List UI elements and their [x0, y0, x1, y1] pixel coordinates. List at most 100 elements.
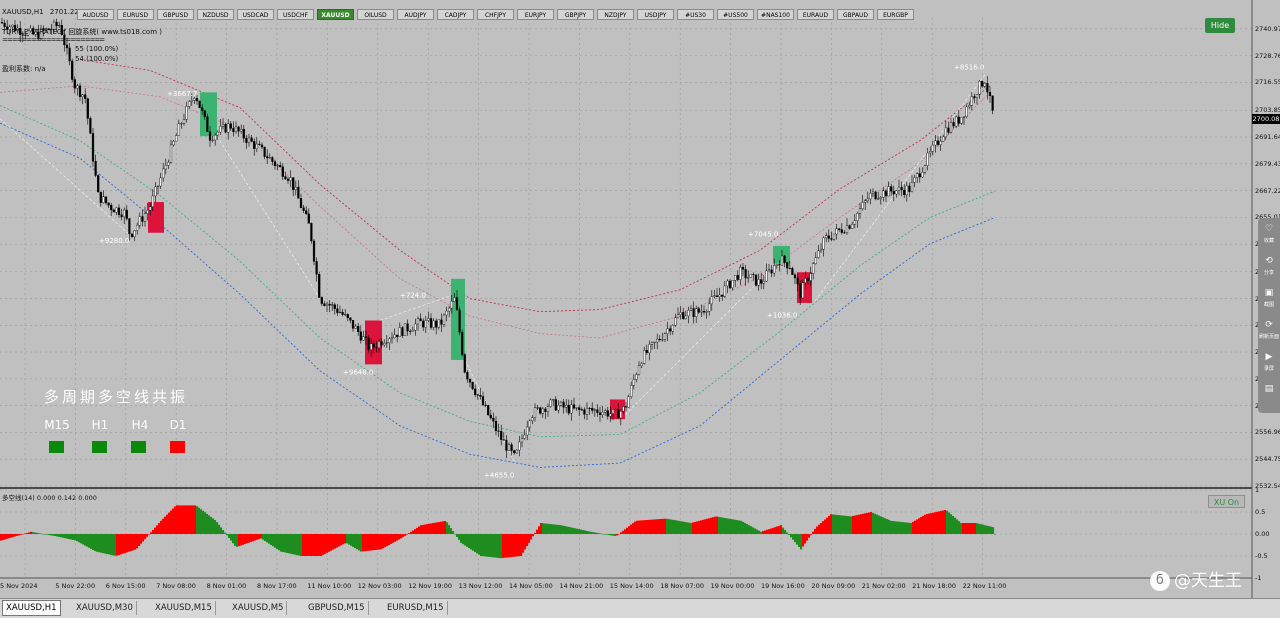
- symbol-tab-gbpusd[interactable]: GBPUSD: [157, 9, 194, 20]
- osc-bar-down: [44, 534, 47, 535]
- candle-body: [788, 267, 791, 269]
- chart-tab-xauusd-h1[interactable]: XAUUSD,H1: [2, 600, 61, 616]
- clipboard-icon[interactable]: ▤: [1264, 384, 1274, 394]
- symbol-tab-eurgbp[interactable]: EURGBP: [877, 9, 914, 20]
- candle-body: [827, 235, 830, 239]
- refresh-icon[interactable]: ⟳: [1265, 320, 1273, 330]
- osc-bar-down: [222, 530, 225, 534]
- osc-bar-down: [614, 534, 617, 537]
- osc-bar-up: [312, 534, 315, 556]
- osc-bar-up: [640, 520, 643, 534]
- osc-bar-down: [666, 518, 669, 534]
- symbol-tab-nzdjpy[interactable]: NZDJPY: [597, 9, 634, 20]
- osc-bar-up: [332, 534, 335, 550]
- candle-body: [882, 190, 885, 198]
- symbol-tab-cadjpy[interactable]: CADJPY: [437, 9, 474, 20]
- symbol-tab-gbpjpy[interactable]: GBPJPY: [557, 9, 594, 20]
- candle-body: [510, 444, 513, 451]
- candle-body: [65, 44, 69, 49]
- osc-bar-up: [936, 511, 939, 534]
- candle-body: [557, 404, 560, 411]
- time-tick: 8 Nov 17:00: [257, 582, 297, 590]
- osc-bar-up: [364, 534, 367, 552]
- symbol-tab-eurjpy[interactable]: EURJPY: [517, 9, 554, 20]
- osc-bar-up: [632, 523, 635, 534]
- share-icon[interactable]: ⟲: [1265, 256, 1273, 266]
- chart-tab-gbpusd-m15[interactable]: GBPUSD,M15: [305, 601, 369, 615]
- osc-bar-up: [166, 514, 169, 534]
- osc-bar-up: [774, 527, 777, 534]
- chart-tab-eurusd-m15[interactable]: EURUSD,M15: [384, 601, 448, 615]
- symbol-tab-usdcad[interactable]: USDCAD: [237, 9, 274, 20]
- osc-bar-up: [514, 534, 517, 557]
- candle-body: [429, 318, 433, 328]
- time-tick: 8 Nov 01:00: [206, 582, 247, 590]
- symbol-tab-audusd[interactable]: AUDUSD: [77, 9, 114, 20]
- symbol-tab-oilusd[interactable]: OILUSD: [357, 9, 394, 20]
- xu-on-button[interactable]: XU On: [1208, 495, 1245, 508]
- candle-body: [128, 218, 131, 235]
- symbol-tab-eurusd[interactable]: EURUSD: [117, 9, 154, 20]
- symbol-tab-xauusd[interactable]: XAUUSD: [317, 9, 354, 20]
- candle-body: [237, 126, 240, 132]
- candle-body: [887, 186, 890, 197]
- osc-bar-down: [72, 534, 75, 540]
- osc-bar-up: [408, 533, 411, 534]
- osc-bar-up: [940, 510, 943, 534]
- heart-icon[interactable]: ♡: [1264, 224, 1274, 234]
- candle-body: [71, 60, 74, 80]
- osc-bar-down: [480, 534, 483, 556]
- osc-bar-up: [650, 519, 653, 534]
- osc-bar-up: [126, 534, 129, 553]
- osc-bar-down: [98, 534, 101, 553]
- osc-bar-down: [738, 520, 741, 534]
- osc-bar-down: [946, 510, 949, 534]
- osc-bar-down: [462, 534, 465, 545]
- symbol-tab-us500[interactable]: #US500: [717, 9, 754, 20]
- symbol-tab-gbpaud[interactable]: GBPAUD: [837, 9, 874, 20]
- symbol-tab-chfjpy[interactable]: CHFJPY: [477, 9, 514, 20]
- candle-body: [923, 165, 927, 173]
- osc-bar-down: [560, 525, 563, 534]
- symbol-tab-nzdusd[interactable]: NZDUSD: [197, 9, 234, 20]
- osc-bar-up: [430, 523, 433, 534]
- camera-icon[interactable]: ▣: [1264, 288, 1274, 298]
- tf-label-h1: H1: [91, 418, 109, 432]
- osc-bar-up: [308, 534, 311, 556]
- osc-bar-down: [64, 534, 67, 539]
- symbol-tab-usdjpy[interactable]: USDJPY: [637, 9, 674, 20]
- candle-body: [926, 152, 929, 166]
- osc-bar-down: [270, 534, 273, 545]
- osc-bar-up: [694, 521, 697, 534]
- candle-body: [385, 342, 388, 344]
- osc-bar-up: [538, 526, 541, 534]
- osc-bar-up: [172, 508, 175, 534]
- trade-line: [624, 250, 791, 416]
- symbol-tab-usdchf[interactable]: USDCHF: [277, 9, 314, 20]
- osc-bar-up: [370, 534, 373, 551]
- symbol-tab-us30[interactable]: #US30: [677, 9, 714, 20]
- osc-bar-up: [120, 534, 123, 555]
- symbol-tab-euraud[interactable]: EURAUD: [797, 9, 834, 20]
- symbol-tab-nas100[interactable]: #NAS100: [757, 9, 794, 20]
- candle-body: [916, 173, 919, 178]
- candle-body: [476, 394, 479, 396]
- osc-bar-up: [972, 523, 975, 534]
- candle-body: [435, 320, 438, 328]
- chart-tab-xauusd-m30[interactable]: XAUUSD,M30: [73, 601, 137, 615]
- candle-body: [721, 294, 724, 297]
- osc-bar-up: [526, 534, 529, 547]
- osc-bar-up: [368, 534, 371, 551]
- osc-bar-down: [786, 532, 789, 534]
- chart-tab-xauusd-m5[interactable]: XAUUSD,M5: [229, 601, 288, 615]
- symbol-tab-audjpy[interactable]: AUDJPY: [397, 9, 434, 20]
- osc-bar-down: [34, 532, 37, 534]
- osc-bar-up: [658, 519, 661, 534]
- hide-button[interactable]: Hide: [1205, 18, 1235, 33]
- osc-bar-down: [360, 534, 363, 552]
- chart-tab-xauusd-m15[interactable]: XAUUSD,M15: [152, 601, 216, 615]
- osc-bar-down: [92, 534, 95, 550]
- video-icon[interactable]: ▶: [1265, 352, 1273, 362]
- time-tick: 12 Nov 19:00: [408, 582, 453, 590]
